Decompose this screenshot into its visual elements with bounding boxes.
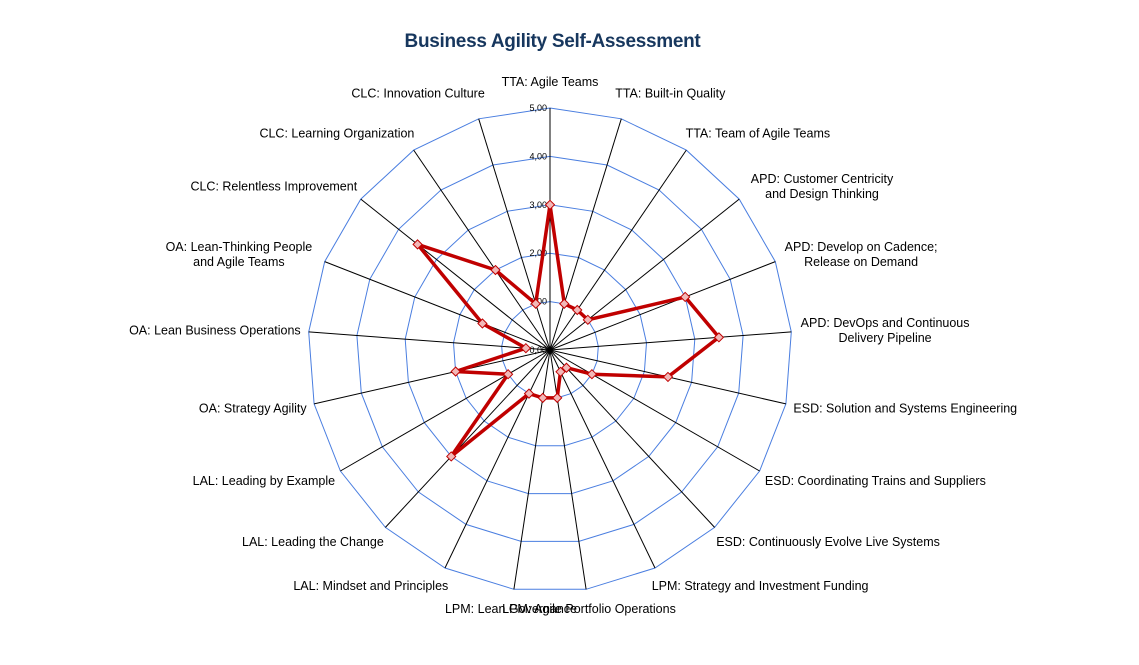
category-label-18: CLC: Relentless Improvement	[190, 180, 357, 194]
tick-label-2: 2,00	[529, 248, 547, 258]
data-point-2	[572, 304, 583, 316]
spoke-17	[324, 261, 551, 351]
spoke-15	[313, 349, 551, 405]
category-label-7: ESD: Coordinating Trains and Suppliers	[765, 474, 986, 488]
radar-tick-labels: 0,001,002,003,004,005,00	[529, 103, 547, 355]
grid-ring-3	[404, 204, 696, 495]
category-label-6: ESD: Solution and Systems Engineering	[793, 401, 1017, 415]
category-label-11: LPM: Lean Governance	[445, 602, 577, 616]
category-label-20: CLC: Innovation Culture	[351, 87, 484, 101]
tick-label-4: 4,00	[529, 151, 547, 161]
data-point-5	[713, 332, 725, 343]
category-label-8: ESD: Continuously Evolve Live Systems	[716, 535, 940, 549]
data-point-4	[679, 291, 691, 303]
spoke-16	[308, 331, 551, 351]
category-label-14: LAL: Leading by Example	[193, 474, 336, 488]
category-label-0: TTA: Agile Teams	[502, 75, 599, 89]
category-label-16: OA: Lean Business Operations	[129, 323, 301, 337]
data-point-3	[582, 314, 594, 326]
category-label-19: CLC: Learning Organization	[259, 127, 414, 141]
spoke-18	[360, 198, 551, 351]
spoke-7	[549, 349, 760, 472]
data-point-11	[537, 392, 548, 404]
spoke-1	[549, 118, 622, 351]
spoke-8	[549, 349, 715, 528]
data-point-9	[555, 366, 566, 378]
radar-category-labels: TTA: Agile Teams TTA: Built-in Quality TTA…	[129, 75, 1017, 616]
category-label-5: APD: DevOps and Continuous Delivery Pipel…	[801, 316, 970, 345]
data-point-20	[530, 298, 541, 309]
spoke-19	[413, 149, 551, 351]
data-point-12	[523, 388, 535, 399]
spoke-11	[513, 349, 551, 590]
data-point-13	[446, 451, 457, 462]
tick-label-3: 3,00	[529, 200, 547, 210]
data-point-6	[662, 371, 674, 383]
category-label-10: LPM: Agile Portfolio Operations	[502, 602, 676, 616]
data-point-7	[586, 368, 598, 380]
spoke-3	[549, 198, 740, 351]
category-label-12: LAL: Mindset and Principles	[293, 579, 448, 593]
category-label-13: LAL: Leading the Change	[242, 535, 384, 549]
data-point-19	[490, 264, 501, 276]
spoke-4	[549, 261, 776, 351]
spoke-13	[385, 349, 551, 528]
spoke-9	[549, 349, 656, 569]
spoke-10	[549, 349, 587, 590]
data-point-10	[552, 392, 563, 404]
data-point-14	[502, 368, 514, 380]
data-point-1	[559, 298, 570, 309]
spoke-2	[549, 149, 687, 351]
radar-series	[412, 199, 725, 462]
category-label-2: TTA: Team of Agile Teams	[686, 127, 831, 141]
data-point-16	[520, 342, 532, 354]
category-label-9: LPM: Strategy and Investment Funding	[652, 579, 869, 593]
series-line-0	[415, 203, 721, 459]
radar-spokes	[308, 108, 792, 590]
data-point-15	[450, 366, 461, 377]
grid-ring-4	[356, 155, 744, 542]
category-label-4: APD: Develop on Cadence; Release on Deman…	[785, 240, 938, 269]
data-point-8	[561, 362, 572, 373]
chart-title: Business Agility Self-Assessment	[404, 31, 701, 52]
spoke-5	[549, 331, 792, 351]
data-point-0	[544, 199, 556, 211]
tick-label-5: 5,00	[529, 103, 547, 113]
grid-ring-5	[308, 107, 792, 590]
spoke-12	[444, 349, 551, 569]
data-point-17	[477, 318, 488, 329]
category-label-3: APD: Customer Centricity and Design Think…	[751, 172, 894, 201]
tick-label-center: 0,00	[529, 345, 547, 355]
category-label-15: OA: Strategy Agility	[199, 401, 307, 415]
spoke-20	[478, 118, 551, 351]
category-label-17: OA: Lean-Thinking People and Agile Teams	[166, 240, 313, 269]
data-point-18	[412, 239, 423, 250]
category-label-1: TTA: Built-in Quality	[615, 87, 726, 101]
spoke-14	[340, 349, 551, 472]
